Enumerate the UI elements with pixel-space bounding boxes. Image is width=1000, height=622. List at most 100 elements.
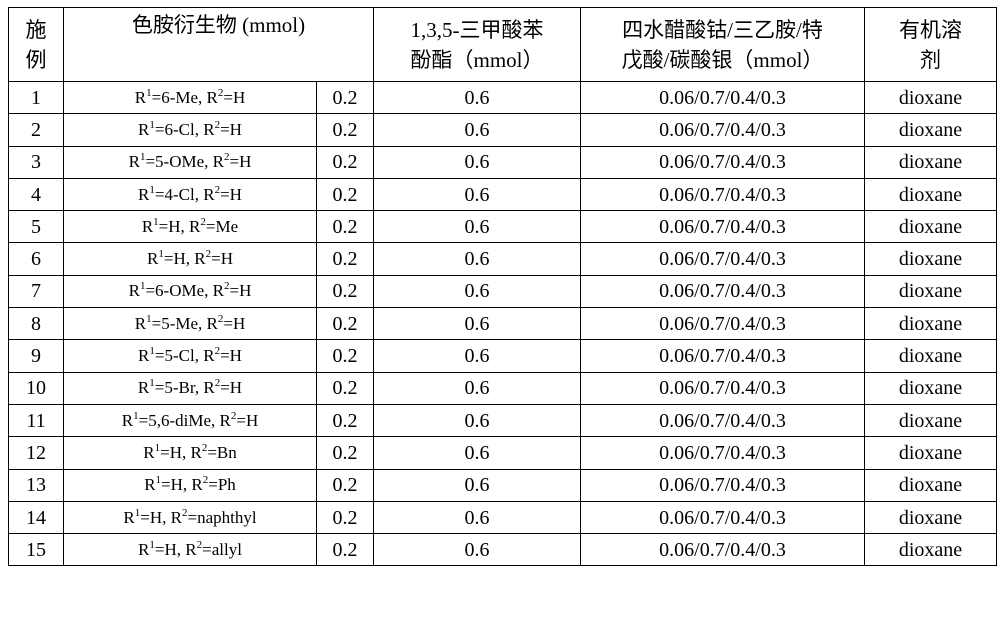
ester-amount-cell: 0.6 bbox=[373, 210, 581, 244]
r1-value: 5,6-diMe bbox=[148, 410, 211, 430]
header-example-number: 施 例 bbox=[8, 7, 64, 82]
superscript-1: 1 bbox=[154, 441, 161, 454]
superscript-1: 1 bbox=[133, 409, 139, 422]
derivative-amount: 0.2 bbox=[332, 280, 358, 303]
r1-value: H bbox=[173, 249, 186, 269]
reagents-amounts: 0.06/0.7/0.4/0.3 bbox=[659, 538, 786, 561]
solvent-cell: dioxane bbox=[864, 500, 997, 535]
superscript-1: 1 bbox=[139, 151, 146, 164]
superscript-1: 1 bbox=[149, 538, 155, 551]
r2-value: Me bbox=[215, 216, 239, 236]
superscript-2: 2 bbox=[224, 280, 230, 293]
superscript-2: 2 bbox=[205, 248, 212, 261]
example-number: 8 bbox=[31, 312, 41, 335]
example-number: 10 bbox=[26, 377, 46, 400]
derivative-amount: 0.2 bbox=[332, 441, 358, 464]
ester-amount-cell: 0.6 bbox=[373, 339, 581, 373]
derivative-cell: R1=H, R2=Ph bbox=[63, 468, 317, 502]
table-body: 1 R1=6-Me, R2=H 0.2 0.6 0.06/0.7/0.4/0.3… bbox=[8, 80, 997, 567]
ester-amount: 0.6 bbox=[464, 248, 490, 271]
solvent-cell: dioxane bbox=[864, 533, 997, 567]
solvent-name: dioxane bbox=[898, 86, 963, 109]
ester-amount-cell: 0.6 bbox=[373, 307, 581, 341]
reagents-cell: 0.06/0.7/0.4/0.3 bbox=[580, 113, 865, 147]
superscript-2: 2 bbox=[200, 215, 206, 228]
reagents-cell: 0.06/0.7/0.4/0.3 bbox=[580, 403, 865, 438]
derivative-amount: 0.2 bbox=[332, 183, 358, 206]
solvent-name: dioxane bbox=[898, 280, 963, 303]
derivative-amount-cell: 0.2 bbox=[316, 242, 374, 276]
derivative-amount: 0.2 bbox=[332, 312, 358, 335]
table-row: 12 R1=H, R2=Bn 0.2 0.6 0.06/0.7/0.4/0.3 … bbox=[8, 436, 997, 470]
example-number: 6 bbox=[31, 248, 41, 271]
example-number-cell: 14 bbox=[8, 500, 64, 535]
reagents-amounts: 0.06/0.7/0.4/0.3 bbox=[659, 280, 786, 303]
table-row: 4 R1=4-Cl, R2=H 0.2 0.6 0.06/0.7/0.4/0.3… bbox=[8, 177, 997, 212]
r1-value: 5-OMe bbox=[155, 152, 205, 172]
superscript-1: 1 bbox=[139, 280, 146, 293]
r2-value: H bbox=[239, 281, 252, 301]
example-number: 4 bbox=[31, 183, 41, 206]
ester-amount: 0.6 bbox=[464, 151, 490, 174]
r1-value: H bbox=[169, 442, 182, 462]
header-text: 四水醋酸钴/三乙胺/特 bbox=[622, 17, 823, 42]
ester-amount-cell: 0.6 bbox=[373, 403, 581, 438]
example-number: 3 bbox=[31, 151, 41, 174]
derivative-cell: R1=H, R2=Me bbox=[63, 210, 317, 244]
reagents-amounts: 0.06/0.7/0.4/0.3 bbox=[659, 377, 786, 400]
solvent-name: dioxane bbox=[898, 345, 963, 368]
derivative-amount-cell: 0.2 bbox=[316, 339, 374, 373]
r2-value: H bbox=[229, 346, 242, 366]
derivative-amount: 0.2 bbox=[332, 506, 358, 529]
solvent-name: dioxane bbox=[898, 506, 963, 529]
derivative-cell: R1=H, R2=naphthyl bbox=[63, 500, 317, 535]
superscript-1: 1 bbox=[153, 215, 159, 228]
example-number: 9 bbox=[31, 345, 41, 368]
solvent-cell: dioxane bbox=[864, 242, 997, 276]
example-number-cell: 15 bbox=[8, 533, 64, 567]
header-text: 剂 bbox=[920, 47, 941, 72]
table-row: 15 R1=H, R2=allyl 0.2 0.6 0.06/0.7/0.4/0… bbox=[8, 533, 997, 567]
superscript-2: 2 bbox=[224, 151, 230, 164]
r1-value: 5-Br bbox=[164, 378, 195, 398]
derivative-amount: 0.2 bbox=[332, 118, 358, 141]
reagents-cell: 0.06/0.7/0.4/0.3 bbox=[580, 468, 865, 502]
derivative-amount-cell: 0.2 bbox=[316, 274, 374, 309]
r2-value: H bbox=[245, 410, 259, 430]
superscript-2: 2 bbox=[214, 345, 221, 358]
table-row: 10 R1=5-Br, R2=H 0.2 0.6 0.06/0.7/0.4/0.… bbox=[8, 371, 997, 405]
example-number: 15 bbox=[26, 538, 46, 561]
derivative-amount-cell: 0.2 bbox=[316, 145, 374, 179]
ester-amount-cell: 0.6 bbox=[373, 468, 581, 502]
superscript-1: 1 bbox=[146, 86, 152, 99]
derivative-amount: 0.2 bbox=[332, 538, 358, 561]
example-number: 5 bbox=[31, 215, 41, 238]
superscript-1: 1 bbox=[158, 248, 164, 261]
derivative-cell: R1=5,6-diMe, R2=H bbox=[63, 403, 317, 438]
reagents-cell: 0.06/0.7/0.4/0.3 bbox=[580, 339, 865, 373]
r2-value: H bbox=[239, 152, 252, 172]
superscript-2: 2 bbox=[214, 377, 221, 390]
superscript-2: 2 bbox=[202, 474, 209, 487]
ester-amount-cell: 0.6 bbox=[373, 177, 581, 212]
table-row: 8 R1=5-Me, R2=H 0.2 0.6 0.06/0.7/0.4/0.3… bbox=[8, 307, 997, 341]
solvent-cell: dioxane bbox=[864, 210, 997, 244]
derivative-amount-cell: 0.2 bbox=[316, 371, 374, 405]
example-number-cell: 13 bbox=[8, 468, 64, 502]
header-text: 酚酯（mmol） bbox=[410, 47, 544, 72]
table-row: 6 R1=H, R2=H 0.2 0.6 0.06/0.7/0.4/0.3 di… bbox=[8, 242, 997, 276]
reagents-amounts: 0.06/0.7/0.4/0.3 bbox=[659, 345, 786, 368]
ester-amount: 0.6 bbox=[464, 345, 490, 368]
table-row: 3 R1=5-OMe, R2=H 0.2 0.6 0.06/0.7/0.4/0.… bbox=[8, 145, 997, 179]
ester-amount: 0.6 bbox=[464, 86, 490, 109]
reagents-cell: 0.06/0.7/0.4/0.3 bbox=[580, 533, 865, 567]
r2-value: H bbox=[220, 249, 233, 269]
r2-value: Ph bbox=[217, 475, 236, 495]
solvent-cell: dioxane bbox=[864, 113, 997, 147]
r2-value: Bn bbox=[216, 442, 237, 462]
derivative-amount-cell: 0.2 bbox=[316, 533, 374, 567]
r2-value: naphthyl bbox=[197, 507, 257, 527]
ester-amount-cell: 0.6 bbox=[373, 145, 581, 179]
ester-amount: 0.6 bbox=[464, 118, 490, 141]
reagents-amounts: 0.06/0.7/0.4/0.3 bbox=[659, 409, 786, 432]
